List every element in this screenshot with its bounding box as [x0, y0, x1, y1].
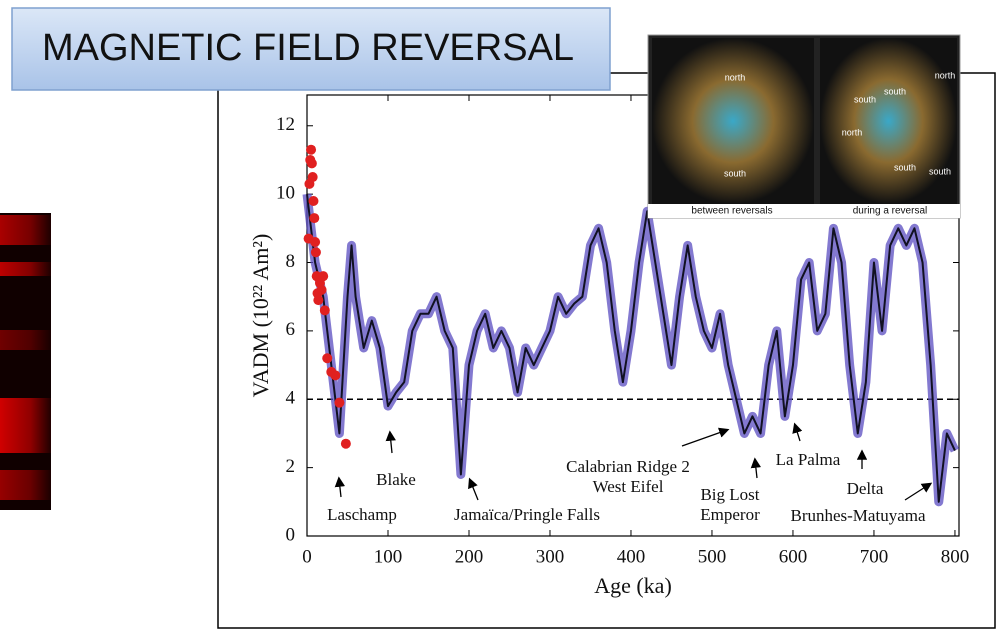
- x-tick-label: 300: [536, 546, 565, 567]
- data-point: [308, 195, 319, 206]
- plot-box: [306, 94, 960, 537]
- inset-label: south: [724, 168, 746, 178]
- y-tick-label: 6: [286, 319, 296, 340]
- annotation-arrow: [792, 422, 803, 442]
- data-point: [309, 213, 320, 224]
- data-point: [307, 172, 318, 183]
- y-axis-label: VADM (10²² Am²): [248, 234, 273, 398]
- annotation: Big Lost: [700, 485, 759, 504]
- annotation: West Eifel: [593, 477, 664, 496]
- y-tick-label: 0: [286, 524, 296, 545]
- inset-label: south: [894, 162, 916, 172]
- x-tick-label: 100: [374, 546, 403, 567]
- y-tick-label: 12: [276, 114, 295, 135]
- data-point: [322, 353, 333, 364]
- inset-caption: during a reversal: [853, 206, 927, 217]
- annotation-arrow: [750, 457, 762, 479]
- data-point: [310, 237, 321, 247]
- data-point: [306, 158, 317, 169]
- inset-label: south: [884, 86, 906, 96]
- data-point: [330, 370, 341, 381]
- x-tick-label: 800: [941, 546, 970, 567]
- side-image: [0, 213, 51, 510]
- inset-image: between reversals during a reversal nort…: [647, 34, 961, 219]
- title-box: MAGNETIC FIELD REVERSAL: [11, 7, 611, 91]
- annotation-arrow: [468, 477, 479, 501]
- data-point: [334, 397, 345, 408]
- y-tick-label: 8: [286, 251, 296, 272]
- annotation-arrow: [385, 430, 396, 454]
- inset-label: north: [935, 70, 956, 80]
- data-point: [340, 438, 351, 449]
- x-tick-label: 600: [779, 546, 808, 567]
- annotation-arrow: [334, 476, 346, 498]
- y-tick-label: 4: [286, 388, 296, 409]
- inset-label: south: [929, 166, 951, 176]
- series-line: [306, 194, 956, 503]
- annotation-arrow: [681, 427, 730, 447]
- annotation: Laschamp: [327, 505, 397, 524]
- data-point: [306, 144, 317, 155]
- annotation: La Palma: [776, 450, 841, 469]
- x-tick-label: 500: [698, 546, 727, 567]
- data-point: [310, 247, 321, 258]
- y-tick-label: 10: [276, 182, 295, 203]
- data-point: [319, 305, 330, 316]
- annotation: Emperor: [700, 505, 760, 524]
- annotation: Jamaïca/Pringle Falls: [454, 505, 600, 524]
- slide-title: MAGNETIC FIELD REVERSAL: [42, 27, 574, 69]
- x-tick-label: 700: [860, 546, 889, 567]
- x-tick-label: 0: [302, 546, 312, 567]
- data-point: [316, 284, 327, 295]
- inset-caption: between reversals: [691, 206, 772, 217]
- y-tick-label: 2: [286, 456, 296, 477]
- inset-label: north: [725, 72, 746, 82]
- annotation: Brunhes-Matuyama: [790, 506, 925, 525]
- annotation-arrow: [904, 482, 933, 501]
- annotation: Blake: [376, 470, 416, 489]
- x-axis-label: Age (ka): [594, 573, 672, 598]
- x-tick-label: 200: [455, 546, 484, 567]
- inset-label: south: [854, 94, 876, 104]
- x-tick-label: 400: [617, 546, 646, 567]
- annotation: Delta: [847, 479, 884, 498]
- data-point: [318, 271, 329, 282]
- inset-label: north: [842, 127, 863, 137]
- data-point: [313, 295, 324, 306]
- annotation: Calabrian Ridge 2: [566, 457, 690, 476]
- chart: 0 100 200 300 400 500 600 700 800 0 2 4 6 8 10 12 Age (k…: [248, 94, 970, 598]
